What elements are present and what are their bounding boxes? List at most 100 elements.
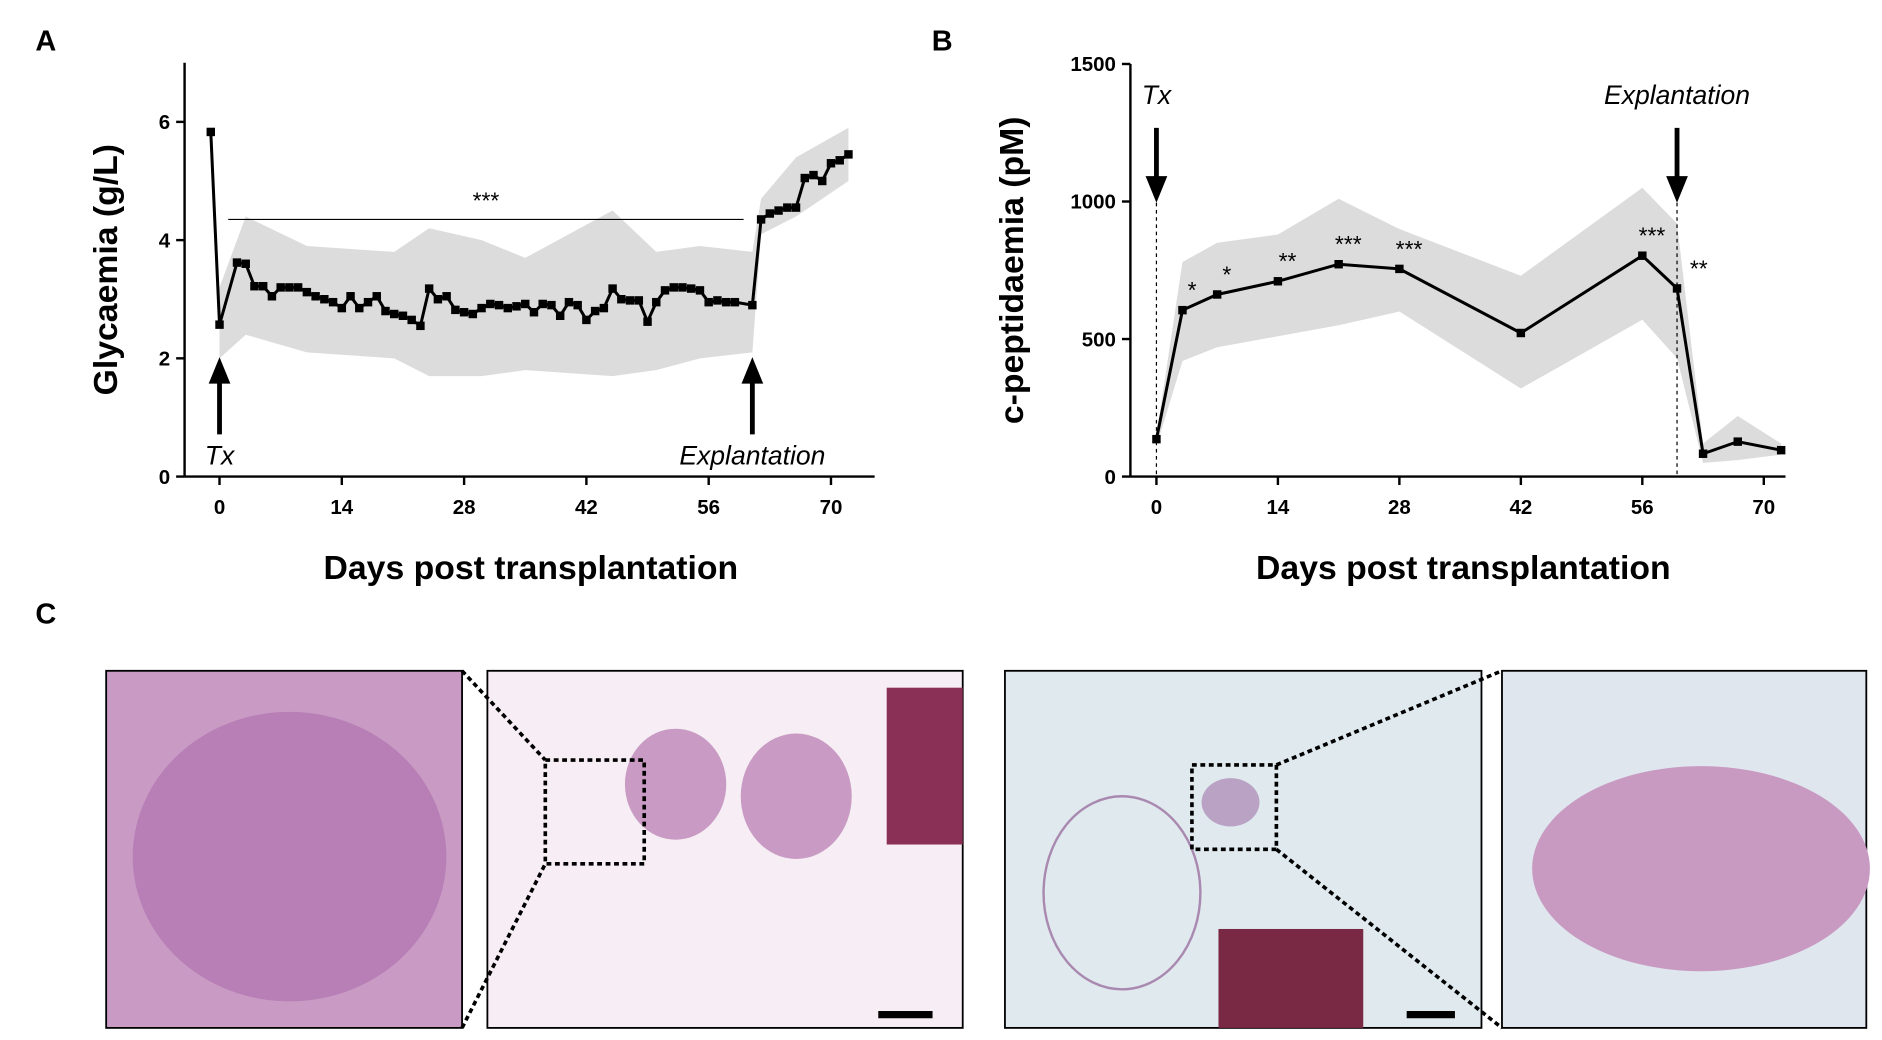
arrow-label: Explantation — [679, 441, 825, 471]
data-point — [599, 303, 609, 313]
data-point — [363, 297, 373, 307]
y-tick-label: 500 — [1082, 328, 1116, 351]
data-point — [250, 281, 259, 291]
data-point — [1152, 434, 1161, 444]
data-point — [783, 203, 792, 212]
micrographs — [105, 669, 1870, 1030]
data-point — [407, 315, 416, 325]
data-point — [608, 284, 617, 293]
data-point — [494, 300, 504, 310]
data-point — [809, 170, 818, 180]
data-point — [721, 297, 731, 307]
data-point — [625, 296, 635, 305]
arrow-label: Explantation — [1604, 80, 1750, 110]
data-point — [468, 309, 478, 319]
data-point — [582, 315, 591, 325]
data-point — [486, 299, 495, 309]
islet — [1532, 766, 1870, 972]
data-point — [1395, 264, 1404, 274]
significance-label: * — [1222, 261, 1231, 287]
data-point — [713, 296, 722, 305]
data-point — [512, 302, 521, 311]
data-point — [564, 297, 574, 307]
data-point — [424, 284, 434, 293]
data-point — [503, 303, 512, 313]
data-point — [389, 309, 399, 319]
micrograph — [486, 669, 964, 1029]
data-point — [660, 286, 670, 295]
data-point — [1334, 259, 1343, 269]
micrograph — [1004, 669, 1483, 1029]
significance-label: * — [1188, 277, 1197, 303]
data-point — [232, 258, 242, 267]
x-tick-label: 56 — [1631, 496, 1654, 519]
data-point — [1212, 290, 1222, 299]
zoom-line — [460, 669, 547, 762]
data-point — [1273, 277, 1283, 286]
data-point — [477, 303, 486, 313]
x-tick-label: 0 — [214, 496, 225, 519]
tissue — [1218, 928, 1364, 1028]
data-point — [258, 281, 268, 291]
data-point — [337, 303, 347, 313]
arrow-label: Tx — [1142, 80, 1173, 110]
x-tick-label: 14 — [1267, 496, 1290, 519]
data-point — [346, 292, 355, 301]
data-point — [328, 297, 338, 307]
zoom-line — [460, 863, 547, 1029]
data-point — [652, 297, 661, 307]
data-point — [547, 300, 556, 310]
x-tick-label: 56 — [697, 496, 720, 519]
data-point — [669, 283, 678, 292]
data-line — [1154, 253, 1782, 456]
data-point — [302, 287, 312, 297]
arrow-head — [208, 357, 231, 384]
x-tick-label: 14 — [330, 496, 353, 519]
data-point — [774, 206, 783, 215]
data-point — [538, 299, 547, 309]
data-point — [1698, 449, 1708, 458]
data-point — [730, 297, 740, 307]
data-point — [355, 303, 364, 313]
data-point — [433, 295, 443, 304]
data-point — [529, 308, 539, 317]
data-point — [311, 292, 320, 301]
arrow-head — [741, 357, 764, 384]
data-point — [398, 311, 408, 321]
significance-label: *** — [1335, 231, 1362, 257]
data-point — [844, 150, 853, 159]
islet — [624, 728, 727, 840]
data-point — [643, 317, 652, 326]
y-tick-label: 6 — [159, 111, 170, 134]
data-point — [1733, 437, 1742, 446]
data-point — [442, 292, 451, 301]
significance-label: *** — [1396, 236, 1423, 262]
x-axis-label: Days post transplantation — [1256, 549, 1671, 587]
data-point — [285, 283, 294, 292]
significance-label: ** — [1279, 248, 1297, 274]
data-point — [695, 286, 705, 295]
islet — [740, 733, 852, 860]
data-point — [1638, 251, 1647, 260]
significance-label: *** — [1639, 223, 1666, 249]
data-point — [416, 321, 425, 331]
tissue — [1042, 795, 1202, 991]
x-tick-label: 28 — [1388, 496, 1411, 519]
data-point — [381, 306, 390, 316]
data-point — [1672, 284, 1682, 293]
sd-band — [219, 127, 849, 377]
scale-bar — [878, 1011, 933, 1019]
x-tick-label: 42 — [1509, 496, 1532, 519]
data-point — [267, 292, 277, 301]
islet — [132, 711, 447, 1002]
data-point — [678, 283, 687, 292]
data-point — [206, 127, 216, 137]
data-point — [293, 283, 303, 292]
panel-label: B — [932, 26, 953, 58]
data-point — [320, 295, 329, 304]
data-point — [1776, 445, 1786, 455]
data-point — [835, 156, 844, 165]
data-point — [1516, 328, 1526, 338]
